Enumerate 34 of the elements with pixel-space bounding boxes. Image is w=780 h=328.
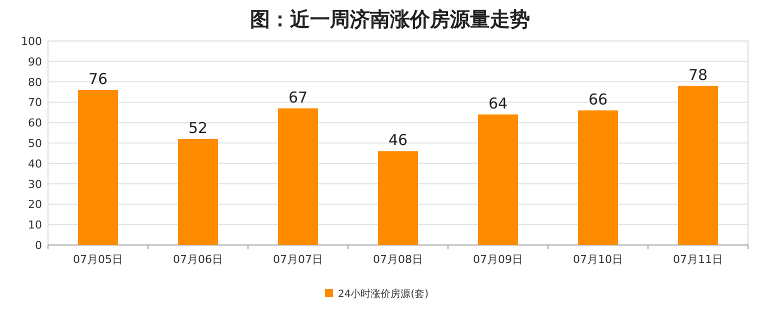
data-label: 76 (88, 70, 108, 88)
data-label: 64 (488, 94, 508, 112)
data-label: 46 (388, 131, 408, 150)
bar (378, 151, 418, 245)
bar (78, 90, 118, 245)
y-tick-label: 30 (28, 178, 42, 191)
bar (478, 114, 518, 245)
legend-label: 24小时涨价房源(套) (338, 288, 429, 300)
data-label: 52 (188, 118, 208, 137)
y-tick-label: 80 (28, 76, 42, 89)
y-tick-label: 50 (28, 137, 42, 150)
y-tick-label: 60 (28, 116, 42, 130)
y-tick-label: 20 (28, 198, 42, 212)
x-tick-label: 07月05日 (73, 253, 123, 266)
data-label: 67 (288, 88, 308, 106)
y-tick-label: 90 (28, 55, 42, 68)
x-tick-label: 07月07日 (273, 253, 323, 266)
bar (278, 108, 318, 245)
bar (578, 110, 618, 245)
x-tick-label: 07月06日 (173, 253, 223, 266)
y-tick-label: 0 (35, 239, 42, 252)
y-tick-label: 70 (28, 96, 42, 110)
x-tick-label: 07月09日 (473, 253, 523, 266)
data-label: 78 (688, 66, 708, 84)
x-tick-label: 07月08日 (373, 253, 423, 266)
x-tick-label: 07月11日 (673, 253, 723, 266)
data-label: 66 (588, 90, 608, 108)
bar (678, 86, 718, 245)
y-tick-label: 100 (21, 35, 42, 48)
y-tick-label: 40 (28, 157, 42, 170)
bar (178, 138, 218, 245)
chart-title: 图：近一周济南涨价房源量走势 (250, 7, 530, 31)
y-tick-label: 10 (28, 218, 42, 232)
x-tick-label: 07月10日 (573, 253, 623, 266)
